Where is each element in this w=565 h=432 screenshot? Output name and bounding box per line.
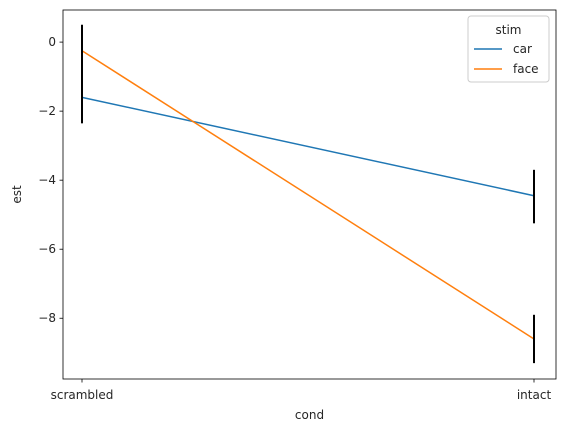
legend-label-car: car	[513, 42, 532, 56]
y-tick-label: 0	[48, 35, 56, 49]
y-axis-label: est	[10, 185, 24, 204]
x-tick-label: intact	[517, 388, 552, 402]
legend-label-face: face	[513, 62, 539, 76]
x-tick-label: scrambled	[51, 388, 114, 402]
legend: stim car face	[468, 16, 549, 82]
y-tick-label: −2	[38, 104, 56, 118]
y-tick-label: −8	[38, 311, 56, 325]
y-tick-label: −4	[38, 173, 56, 187]
x-axis-label: cond	[295, 408, 324, 422]
y-tick-label: −6	[38, 242, 56, 256]
legend-title: stim	[496, 23, 522, 37]
